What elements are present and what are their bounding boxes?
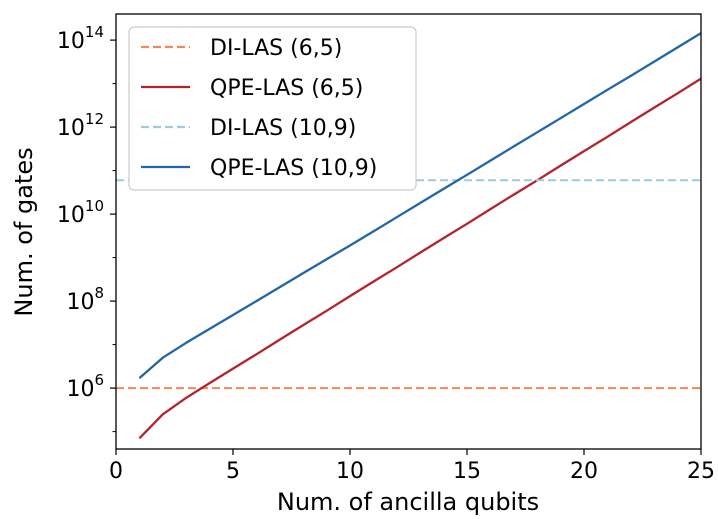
y-tick-base-4: 10	[57, 29, 85, 54]
y-tick-exponent-0: 6	[94, 371, 104, 389]
x-axis-label: Num. of ancilla qubits	[277, 488, 539, 516]
y-tick-base-2: 10	[57, 203, 85, 228]
y-tick-base-1: 10	[66, 290, 94, 315]
y-tick-exponent-2: 10	[85, 197, 104, 215]
legend-label-2: DI-LAS (10,9)	[210, 116, 356, 141]
y-tick-label-4: 1014	[57, 23, 104, 54]
x-tick-label-3: 15	[453, 459, 481, 484]
y-tick-exponent-4: 14	[85, 23, 104, 41]
y-tick-base-0: 10	[66, 377, 94, 402]
y-tick-label-3: 1012	[57, 110, 104, 141]
y-tick-exponent-3: 12	[85, 110, 104, 128]
series-line-3	[138, 32, 702, 379]
legend-box	[128, 26, 417, 191]
y-tick-exponent-1: 8	[94, 284, 104, 302]
x-tick-label-0: 0	[109, 459, 123, 484]
x-tick-label-4: 20	[570, 459, 598, 484]
legend-label-0: DI-LAS (6,5)	[210, 36, 342, 61]
series-line-1	[138, 77, 702, 440]
x-tick-label-1: 5	[226, 459, 240, 484]
y-tick-label-1: 108	[66, 284, 104, 315]
x-tick-label-5: 25	[687, 459, 715, 484]
y-tick-label-0: 106	[66, 371, 104, 402]
legend: DI-LAS (6,5) QPE-LAS (6,5) DI-LAS (10,9) QP…	[128, 26, 417, 191]
legend-label-1: QPE-LAS (6,5)	[210, 76, 363, 101]
y-axis-label: Num. of gates	[10, 147, 38, 316]
plot-frame	[115, 13, 702, 450]
legend-label-3: QPE-LAS (10,9)	[210, 156, 377, 181]
x-tick-label-2: 10	[336, 459, 364, 484]
y-tick-label-2: 1010	[57, 197, 104, 228]
x-axis: 0 5 10 15 20 25	[109, 449, 715, 484]
y-tick-base-3: 10	[57, 116, 85, 141]
